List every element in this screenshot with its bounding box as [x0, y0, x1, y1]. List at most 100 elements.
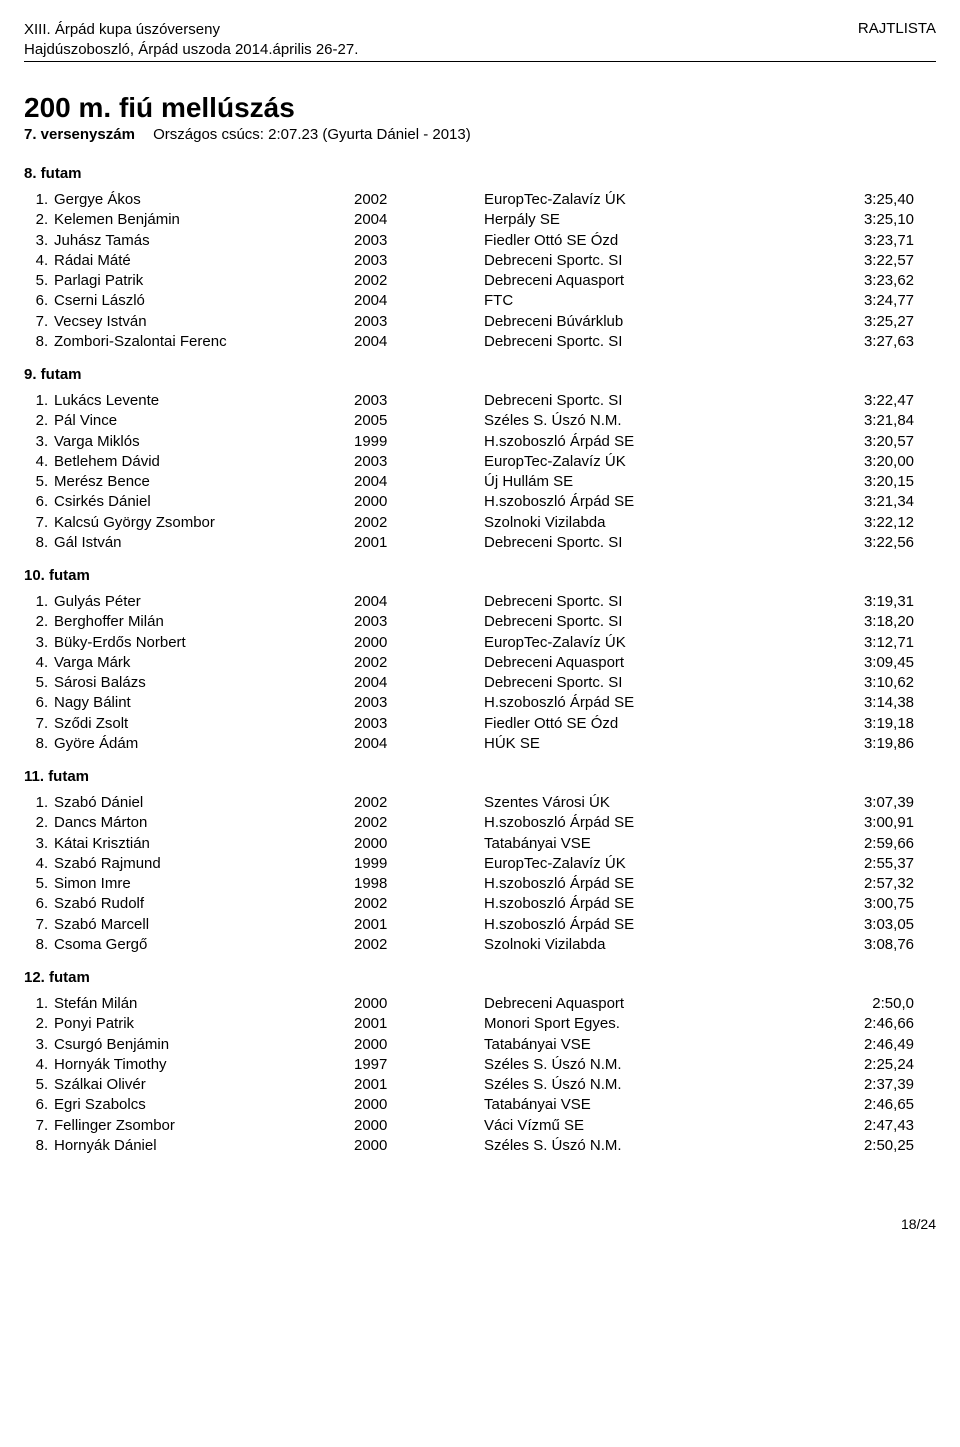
club-name: EuropTec-Zalavíz ÚK [484, 452, 834, 472]
entry-time: 3:25,10 [834, 210, 914, 230]
dot: . [44, 190, 52, 210]
result-row: 1.Gergye Ákos2002EuropTec-Zalavíz ÚK3:25… [24, 190, 936, 210]
birth-year: 1999 [354, 854, 484, 874]
birth-year: 2003 [354, 312, 484, 332]
page-number: 18/24 [24, 1216, 936, 1232]
birth-year: 2001 [354, 1014, 484, 1034]
entry-time: 3:20,57 [834, 432, 914, 452]
entry-time: 2:55,37 [834, 854, 914, 874]
swimmer-name: Simon Imre [52, 874, 354, 894]
swimmer-name: Zombori-Szalontai Ferenc [52, 332, 354, 352]
entry-time: 3:25,27 [834, 312, 914, 332]
lane-number: 6 [24, 492, 44, 512]
swimmer-name: Fellinger Zsombor [52, 1116, 354, 1136]
entry-time: 3:24,77 [834, 291, 914, 311]
result-row: 2.Dancs Márton2002H.szoboszló Árpád SE3:… [24, 813, 936, 833]
lane-number: 5 [24, 673, 44, 693]
entry-time: 2:46,65 [834, 1095, 914, 1115]
result-row: 8.Hornyák Dániel2000Széles S. Úszó N.M.2… [24, 1136, 936, 1156]
entry-time: 2:46,49 [834, 1035, 914, 1055]
birth-year: 2001 [354, 533, 484, 553]
dot: . [44, 231, 52, 251]
lane-number: 5 [24, 874, 44, 894]
birth-year: 2002 [354, 190, 484, 210]
result-row: 4.Szabó Rajmund1999EuropTec-Zalavíz ÚK2:… [24, 854, 936, 874]
result-row: 6.Csirkés Dániel2000H.szoboszló Árpád SE… [24, 492, 936, 512]
club-name: H.szoboszló Árpád SE [484, 894, 834, 914]
entry-time: 3:09,45 [834, 653, 914, 673]
dot: . [44, 291, 52, 311]
dot: . [44, 1116, 52, 1136]
lane-number: 7 [24, 714, 44, 734]
event-number: 7. versenyszám [24, 126, 135, 143]
club-name: Debreceni Aquasport [484, 271, 834, 291]
lane-number: 8 [24, 533, 44, 553]
entry-time: 3:00,75 [834, 894, 914, 914]
lane-number: 4 [24, 251, 44, 271]
swimmer-name: Gál István [52, 533, 354, 553]
result-row: 7.Kalcsú György Zsombor2002Szolnoki Vizi… [24, 513, 936, 533]
club-name: Széles S. Úszó N.M. [484, 1136, 834, 1156]
entry-time: 3:19,18 [834, 714, 914, 734]
dot: . [44, 793, 52, 813]
entry-time: 2:57,32 [834, 874, 914, 894]
heat-label: 8. futam [24, 165, 936, 182]
lane-number: 8 [24, 935, 44, 955]
dot: . [44, 1136, 52, 1156]
result-row: 3.Juhász Tamás2003Fiedler Ottó SE Ózd3:2… [24, 231, 936, 251]
birth-year: 2004 [354, 734, 484, 754]
swimmer-name: Szálkai Olivér [52, 1075, 354, 1095]
club-name: Debreceni Sportc. SI [484, 533, 834, 553]
entry-time: 3:12,71 [834, 633, 914, 653]
swimmer-name: Kalcsú György Zsombor [52, 513, 354, 533]
dot: . [44, 894, 52, 914]
dot: . [44, 915, 52, 935]
dot: . [44, 734, 52, 754]
result-row: 2.Ponyi Patrik2001Monori Sport Egyes.2:4… [24, 1014, 936, 1034]
lane-number: 3 [24, 834, 44, 854]
birth-year: 2004 [354, 472, 484, 492]
entry-time: 3:22,57 [834, 251, 914, 271]
birth-year: 2001 [354, 1075, 484, 1095]
birth-year: 1998 [354, 874, 484, 894]
dot: . [44, 673, 52, 693]
club-name: Tatabányai VSE [484, 1035, 834, 1055]
dot: . [44, 1055, 52, 1075]
heats-container: 8. futam 1.Gergye Ákos2002EuropTec-Zalaví… [24, 165, 936, 1156]
swimmer-name: Györe Ádám [52, 734, 354, 754]
entry-time: 3:27,63 [834, 332, 914, 352]
club-name: Debreceni Sportc. SI [484, 391, 834, 411]
swimmer-name: Büky-Erdős Norbert [52, 633, 354, 653]
entry-time: 2:50,25 [834, 1136, 914, 1156]
birth-year: 2003 [354, 452, 484, 472]
result-row: 7.Fellinger Zsombor2000Váci Vízmű SE2:47… [24, 1116, 936, 1136]
entry-time: 3:25,40 [834, 190, 914, 210]
result-row: 6.Egri Szabolcs2000Tatabányai VSE2:46,65 [24, 1095, 936, 1115]
club-name: Szolnoki Vizilabda [484, 935, 834, 955]
lane-number: 4 [24, 452, 44, 472]
dot: . [44, 653, 52, 673]
swimmer-name: Parlagi Patrik [52, 271, 354, 291]
dot: . [44, 633, 52, 653]
birth-year: 2002 [354, 894, 484, 914]
national-record: Országos csúcs: 2:07.23 (Gyurta Dániel -… [153, 126, 471, 143]
lane-number: 2 [24, 813, 44, 833]
swimmer-name: Kátai Krisztián [52, 834, 354, 854]
lane-number: 8 [24, 734, 44, 754]
event-subtitle: 7. versenyszám Országos csúcs: 2:07.23 (… [24, 126, 936, 143]
dot: . [44, 994, 52, 1014]
result-row: 1.Stefán Milán2000Debreceni Aquasport2:5… [24, 994, 936, 1014]
dot: . [44, 432, 52, 452]
swimmer-name: Varga Miklós [52, 432, 354, 452]
result-row: 3.Csurgó Benjámin2000Tatabányai VSE2:46,… [24, 1035, 936, 1055]
entry-time: 3:22,47 [834, 391, 914, 411]
swimmer-name: Szabó Rajmund [52, 854, 354, 874]
swimmer-name: Gulyás Péter [52, 592, 354, 612]
header-line2: Hajdúszoboszló, Árpád uszoda 2014.áprili… [24, 40, 358, 60]
lane-number: 5 [24, 1075, 44, 1095]
club-name: Tatabányai VSE [484, 834, 834, 854]
entry-time: 3:21,84 [834, 411, 914, 431]
club-name: Monori Sport Egyes. [484, 1014, 834, 1034]
birth-year: 2002 [354, 813, 484, 833]
result-row: 3.Kátai Krisztián2000Tatabányai VSE2:59,… [24, 834, 936, 854]
